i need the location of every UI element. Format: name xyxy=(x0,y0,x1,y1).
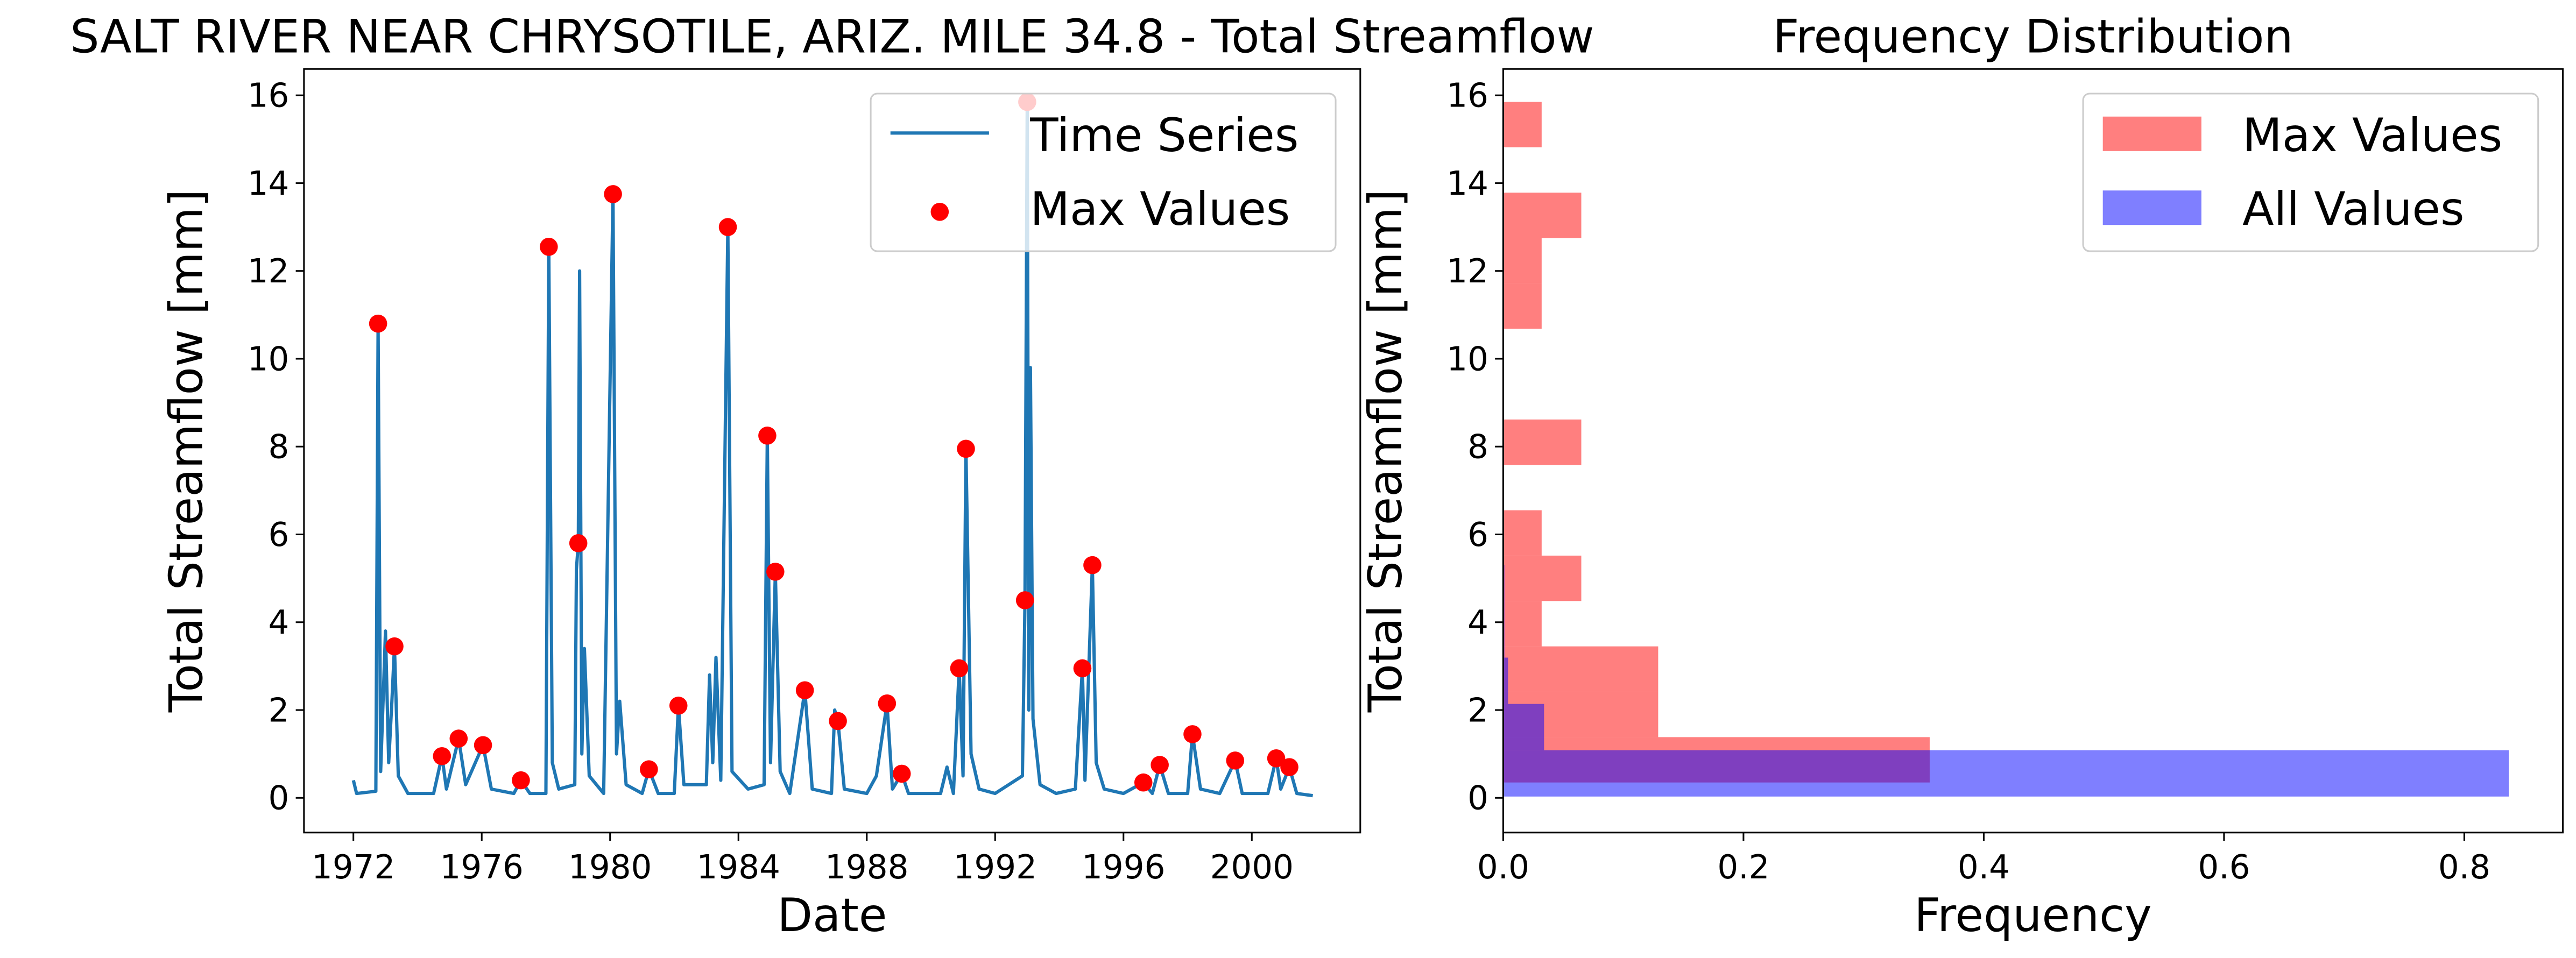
legend-label: Time Series xyxy=(1029,109,1298,162)
max-point xyxy=(604,185,622,203)
max-point xyxy=(433,747,451,765)
legend-label: Max Values xyxy=(2242,109,2502,162)
y-tick-label: 6 xyxy=(1467,516,1488,554)
histogram-bar xyxy=(1503,283,1542,329)
histogram-bar xyxy=(1503,646,1658,692)
histogram-bar xyxy=(1503,193,1582,238)
x-tick-label: 0.2 xyxy=(1717,848,1769,886)
y-tick-label: 16 xyxy=(248,77,290,115)
y-tick-label: 10 xyxy=(1446,340,1488,378)
legend-swatch xyxy=(2102,190,2201,225)
chart-title: Frequency Distribution xyxy=(1773,11,2293,64)
max-point xyxy=(1134,773,1153,792)
y-tick-label: 14 xyxy=(1446,165,1488,203)
y-tick-label: 2 xyxy=(1467,691,1488,729)
y-tick-label: 2 xyxy=(269,691,290,729)
max-point xyxy=(950,659,969,678)
x-tick-label: 0.6 xyxy=(2198,848,2250,886)
legend-swatch xyxy=(2102,116,2201,151)
max-point xyxy=(1151,756,1169,774)
y-tick-label: 12 xyxy=(248,252,290,290)
y-tick-label: 12 xyxy=(1446,252,1488,290)
y-axis-label: Total Streamflow [mm] xyxy=(1359,189,1413,713)
x-tick-label: 0.4 xyxy=(1958,848,2010,886)
histogram-bar xyxy=(1503,419,1582,465)
max-point xyxy=(795,681,814,700)
chart-title: SALT RIVER NEAR CHRYSOTILE, ARIZ. MILE 3… xyxy=(70,11,1594,64)
max-point xyxy=(1073,659,1092,678)
histogram-bar xyxy=(1503,102,1542,147)
y-tick-label: 8 xyxy=(1467,428,1488,466)
max-point xyxy=(718,218,737,236)
x-tick-label: 0.0 xyxy=(1477,848,1529,886)
x-tick-label: 2000 xyxy=(1210,848,1294,886)
y-tick-label: 8 xyxy=(269,428,290,466)
histogram-bar xyxy=(1503,750,2509,797)
max-point xyxy=(449,729,468,748)
y-tick-label: 0 xyxy=(269,779,290,818)
histogram-bar xyxy=(1503,555,1582,601)
max-point xyxy=(669,697,688,715)
max-point xyxy=(474,736,492,755)
max-point xyxy=(1083,556,1102,574)
max-point xyxy=(512,771,530,790)
y-tick-label: 16 xyxy=(1446,77,1488,115)
max-point xyxy=(1280,758,1298,776)
x-tick-label: 1988 xyxy=(825,848,908,886)
x-tick-label: 1996 xyxy=(1082,848,1165,886)
x-tick-label: 0.8 xyxy=(2438,848,2490,886)
max-point xyxy=(1183,725,1202,743)
histogram-bar xyxy=(1503,601,1542,647)
max-point xyxy=(829,712,847,730)
max-point xyxy=(569,534,588,552)
legend-swatch xyxy=(930,203,949,221)
y-tick-label: 6 xyxy=(269,516,290,554)
axes-frame xyxy=(1502,68,2564,834)
max-point xyxy=(1267,749,1286,768)
max-point xyxy=(369,314,387,333)
y-tick-label: 4 xyxy=(269,604,290,642)
legend-label: All Values xyxy=(2242,183,2464,236)
x-axis-label: Frequency xyxy=(1914,889,2152,942)
histogram-bar xyxy=(1503,238,1542,283)
y-axis-label: Total Streamflow [mm] xyxy=(160,189,214,713)
y-tick-label: 4 xyxy=(1467,604,1488,642)
max-point xyxy=(640,760,658,779)
max-point xyxy=(1015,591,1034,609)
max-point xyxy=(1226,751,1245,770)
histogram-bar xyxy=(1503,510,1542,556)
x-tick-label: 1972 xyxy=(312,848,395,886)
max-point xyxy=(385,637,404,656)
max-point xyxy=(957,439,975,458)
y-tick-label: 10 xyxy=(248,340,290,378)
max-point xyxy=(766,563,785,581)
max-point xyxy=(758,427,777,445)
y-tick-label: 14 xyxy=(248,165,290,203)
x-axis-label: Date xyxy=(777,889,887,942)
x-tick-label: 1980 xyxy=(568,848,652,886)
y-tick-label: 0 xyxy=(1467,779,1488,818)
histogram-bar xyxy=(1503,657,1508,704)
x-tick-label: 1992 xyxy=(954,848,1037,886)
axes-frame xyxy=(303,68,1361,834)
histogram-bar xyxy=(1503,704,1544,750)
legend-label: Max Values xyxy=(1030,183,1290,236)
max-point xyxy=(878,694,897,713)
x-tick-label: 1984 xyxy=(697,848,780,886)
x-tick-label: 1976 xyxy=(440,848,524,886)
max-point xyxy=(892,764,911,783)
max-point xyxy=(540,238,558,256)
